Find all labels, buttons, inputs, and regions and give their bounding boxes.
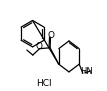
Text: O: O xyxy=(48,31,55,40)
Text: HCl: HCl xyxy=(37,79,52,88)
Text: O: O xyxy=(35,42,42,51)
Text: HN: HN xyxy=(81,67,93,76)
